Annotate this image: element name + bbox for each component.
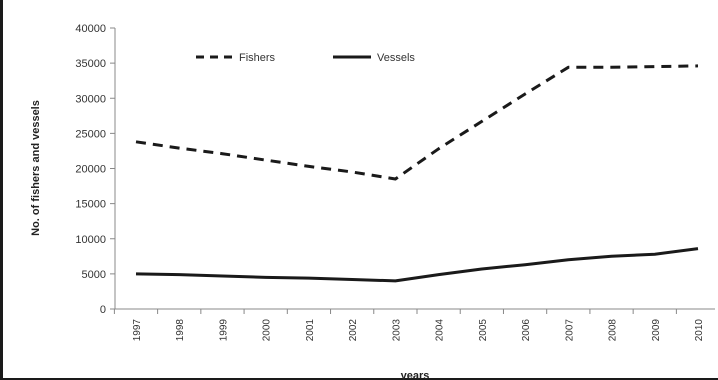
y-tick-label: 20000 [75, 164, 106, 176]
x-tick-label: 2009 [651, 319, 662, 342]
x-tick-label: 1998 [175, 319, 186, 342]
y-axis: 0 5000 10000 15000 20000 25000 30000 35000 40000 [75, 23, 116, 316]
y-tick-label: 5000 [82, 269, 106, 281]
series-line-fishers [135, 64, 699, 181]
x-tick-label: 1997 [132, 319, 143, 342]
legend-label-vessels: Vessels [377, 52, 415, 64]
y-tick-label: 10000 [75, 234, 106, 246]
legend-label-fishers: Fishers [239, 52, 276, 64]
x-tick-label: 2001 [305, 319, 316, 342]
x-tick-label: 2008 [608, 319, 619, 342]
x-tick-label: 2000 [262, 319, 273, 342]
x-tick-label: 2006 [521, 319, 532, 342]
y-axis-title: No. of fishers and vessels [30, 100, 42, 236]
legend: Fishers Vessels [196, 52, 415, 64]
x-tick-label: 1999 [218, 319, 229, 342]
y-tick-label: 15000 [75, 199, 106, 211]
series-line-vessels [135, 247, 699, 283]
y-tick-label: 35000 [75, 58, 106, 70]
x-axis-title: years [401, 370, 430, 380]
y-tick-label: 25000 [75, 128, 106, 140]
y-tick-label: 30000 [75, 93, 106, 105]
y-tick-label: 40000 [75, 23, 106, 35]
x-tick-label: 2005 [478, 319, 489, 342]
line-chart: 0 5000 10000 15000 20000 25000 30000 35000 40000… [30, 23, 715, 380]
y-tick-label: 0 [100, 304, 106, 316]
x-tick-label: 2003 [391, 319, 402, 342]
x-tick-label: 2002 [348, 319, 359, 342]
x-tick-label: 2004 [435, 319, 446, 342]
x-tick-label: 2007 [564, 319, 575, 342]
series-layer [135, 64, 699, 283]
x-tick-label: 2010 [694, 319, 705, 342]
x-axis: 1997 1998 1999 2000 2001 2002 2003 2004 2005 2006… [113, 308, 715, 342]
